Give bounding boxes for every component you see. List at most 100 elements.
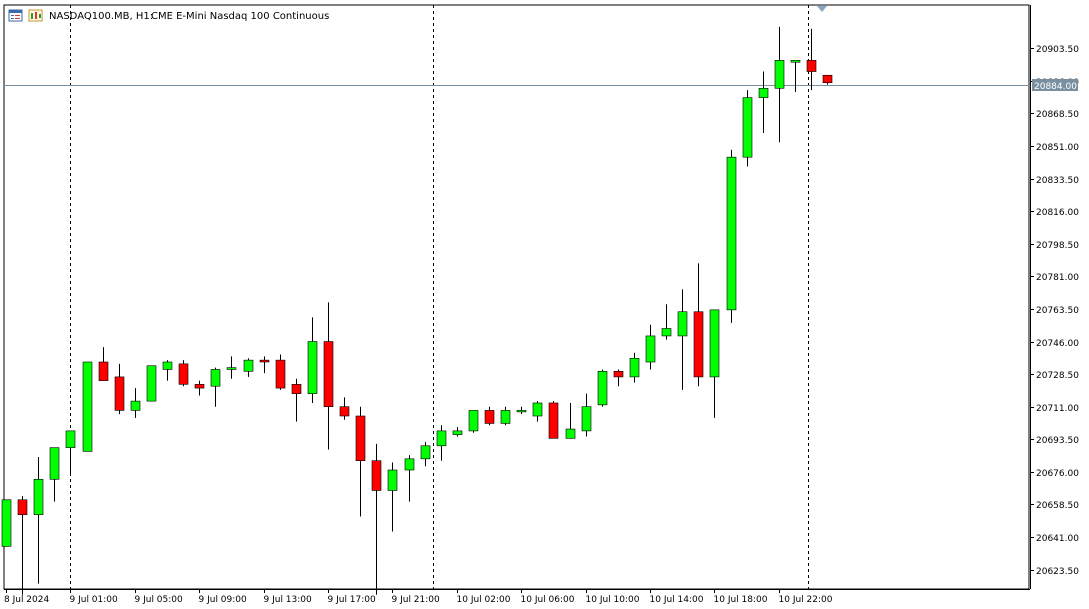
candle-body-bear	[259, 359, 270, 363]
candle[interactable]	[677, 289, 688, 390]
candle[interactable]	[387, 462, 398, 532]
candle[interactable]	[98, 347, 109, 381]
candle[interactable]	[178, 360, 189, 387]
candle[interactable]	[500, 406, 511, 426]
candle[interactable]	[210, 367, 221, 407]
candle[interactable]	[548, 401, 559, 439]
time-tick-label: 10 Jul 06:00	[521, 595, 575, 605]
candle-body-bear	[548, 402, 559, 439]
candle-body-bear	[484, 410, 495, 424]
time-tick-label: 8 Jul 2024	[4, 595, 49, 605]
price-tick-label: 20711.00	[1036, 404, 1079, 414]
candle-body-bull	[1, 499, 12, 547]
candle[interactable]	[130, 388, 141, 418]
candle-body-bull	[404, 458, 415, 471]
candle[interactable]	[82, 361, 93, 452]
candle-body-bull	[82, 361, 93, 452]
candle[interactable]	[661, 304, 672, 340]
candle[interactable]	[709, 309, 720, 418]
candle[interactable]	[452, 427, 463, 437]
candle[interactable]	[726, 149, 737, 323]
price-tick-label: 20746.00	[1036, 339, 1079, 349]
candle-body-bear	[178, 363, 189, 385]
candle-body-bull	[162, 361, 173, 370]
candle-body-bear	[339, 406, 350, 417]
candle-body-bear	[194, 384, 205, 389]
candle-body-bear	[323, 341, 334, 407]
candle-body-bear	[693, 311, 704, 378]
candle-body-bull	[130, 400, 141, 411]
candle[interactable]	[693, 263, 704, 387]
candle-body-bull	[597, 371, 608, 406]
candle[interactable]	[17, 496, 28, 595]
candle-body-bull	[790, 60, 801, 63]
candle-body-bull	[774, 60, 785, 89]
price-tick-label: 20833.50	[1036, 176, 1079, 186]
candle[interactable]	[565, 402, 576, 439]
chart-type-icon[interactable]	[28, 9, 43, 22]
candle-body-bull	[645, 335, 656, 363]
candle-body-bear	[17, 499, 28, 515]
candle[interactable]	[194, 380, 205, 396]
candle[interactable]	[162, 360, 173, 381]
candle[interactable]	[291, 378, 302, 422]
price-tag-label: 20884.00	[1034, 82, 1077, 92]
candle[interactable]	[822, 74, 833, 85]
candle-body-bear	[806, 60, 817, 72]
candle[interactable]	[468, 410, 479, 433]
time-tick-label: 9 Jul 21:00	[392, 595, 441, 605]
price-tick-label: 20676.00	[1036, 469, 1079, 479]
price-tick-label: 20903.50	[1036, 45, 1079, 55]
candle[interactable]	[790, 60, 801, 93]
time-tick-label: 9 Jul 05:00	[135, 595, 184, 605]
time-tick-label: 10 Jul 14:00	[650, 595, 704, 605]
candle-body-bear	[613, 371, 624, 378]
candle-body-bull	[726, 156, 737, 311]
candle[interactable]	[323, 302, 334, 450]
candle[interactable]	[33, 456, 44, 584]
candle[interactable]	[742, 90, 753, 167]
candle[interactable]	[114, 363, 125, 415]
candle[interactable]	[243, 358, 254, 377]
candle-body-bull	[33, 479, 44, 515]
candle[interactable]	[484, 406, 495, 426]
candle[interactable]	[404, 455, 415, 502]
candle[interactable]	[436, 425, 447, 461]
candle-body-bull	[146, 365, 157, 402]
candle-body-bull	[516, 410, 527, 413]
candle[interactable]	[1, 499, 12, 547]
candle[interactable]	[275, 354, 286, 390]
candle[interactable]	[532, 401, 543, 422]
candle-body-bull	[677, 311, 688, 337]
candle[interactable]	[146, 365, 157, 402]
candle[interactable]	[806, 28, 817, 91]
candle-body-bear	[371, 460, 382, 491]
candle[interactable]	[758, 71, 769, 133]
candle[interactable]	[645, 324, 656, 370]
chart-shift-marker-icon[interactable]	[817, 6, 827, 12]
candle[interactable]	[226, 356, 237, 379]
candle-body-bull	[49, 447, 60, 480]
candle[interactable]	[516, 406, 527, 415]
candle[interactable]	[49, 447, 60, 502]
candle[interactable]	[629, 352, 640, 383]
candle[interactable]	[581, 393, 592, 437]
candle[interactable]	[597, 369, 608, 407]
candle[interactable]	[355, 406, 366, 517]
candle[interactable]	[613, 369, 624, 387]
candle[interactable]	[65, 430, 76, 476]
window-menu-icon[interactable]	[8, 9, 23, 22]
time-tick-label: 9 Jul 01:00	[70, 595, 119, 605]
candle[interactable]	[339, 397, 350, 420]
candle[interactable]	[307, 317, 318, 403]
candle-body-bull	[387, 469, 398, 491]
candle[interactable]	[371, 443, 382, 595]
candle[interactable]	[774, 26, 785, 143]
price-tick-label: 20693.50	[1036, 436, 1079, 446]
candle-body-bear	[114, 376, 125, 411]
candle[interactable]	[259, 356, 270, 374]
candle[interactable]	[420, 442, 431, 467]
price-tick-label: 20728.50	[1036, 371, 1079, 381]
